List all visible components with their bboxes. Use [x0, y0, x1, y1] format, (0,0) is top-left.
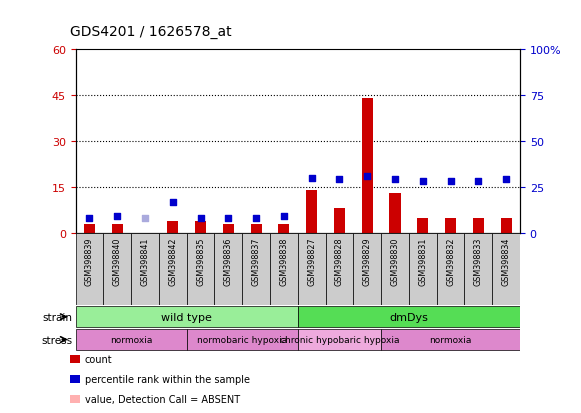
Point: [307, 175, 316, 182]
Text: value, Detection Call = ABSENT: value, Detection Call = ABSENT: [85, 394, 240, 404]
Point: [335, 177, 344, 183]
Text: GSM398832: GSM398832: [446, 237, 455, 285]
Bar: [167, 221, 178, 233]
Bar: [306, 190, 317, 233]
Point: [474, 178, 483, 185]
Text: GSM398834: GSM398834: [501, 237, 511, 285]
Text: GSM398836: GSM398836: [224, 237, 233, 285]
Text: stress: stress: [41, 335, 73, 345]
Bar: [381, 330, 520, 350]
Bar: [214, 233, 242, 306]
Bar: [298, 307, 520, 327]
Text: percentile rank within the sample: percentile rank within the sample: [85, 374, 250, 384]
Bar: [250, 224, 261, 233]
Bar: [325, 233, 353, 306]
Text: normoxia: normoxia: [110, 335, 152, 344]
Bar: [84, 224, 95, 233]
Text: GSM398827: GSM398827: [307, 237, 316, 285]
Bar: [381, 233, 409, 306]
Text: GDS4201 / 1626578_at: GDS4201 / 1626578_at: [70, 25, 231, 39]
Bar: [409, 233, 437, 306]
Text: count: count: [85, 354, 113, 364]
Bar: [131, 233, 159, 306]
Bar: [298, 233, 325, 306]
Bar: [445, 218, 456, 233]
Text: chronic hypobaric hypoxia: chronic hypobaric hypoxia: [279, 335, 399, 344]
Text: GSM398828: GSM398828: [335, 237, 344, 285]
Text: GSM398839: GSM398839: [85, 237, 94, 285]
Bar: [270, 233, 298, 306]
Bar: [492, 233, 520, 306]
Bar: [334, 209, 345, 233]
Point: [252, 215, 261, 222]
Text: GSM398842: GSM398842: [168, 237, 177, 285]
Text: GSM398841: GSM398841: [141, 237, 149, 285]
Point: [85, 215, 94, 222]
Text: GSM398833: GSM398833: [474, 237, 483, 285]
Point: [418, 178, 428, 185]
Bar: [473, 218, 484, 233]
Point: [501, 177, 511, 183]
Bar: [242, 233, 270, 306]
Bar: [187, 330, 298, 350]
Bar: [195, 221, 206, 233]
Text: GSM398835: GSM398835: [196, 237, 205, 285]
Bar: [464, 233, 492, 306]
Point: [279, 214, 289, 220]
Bar: [361, 99, 373, 233]
Point: [196, 215, 205, 222]
Text: dmDys: dmDys: [389, 312, 428, 322]
Point: [113, 214, 122, 220]
Text: GSM398838: GSM398838: [279, 237, 288, 285]
Point: [141, 215, 150, 222]
Text: GSM398831: GSM398831: [418, 237, 427, 285]
Point: [224, 215, 233, 222]
Text: GSM398837: GSM398837: [252, 237, 261, 285]
Bar: [417, 218, 428, 233]
Bar: [112, 224, 123, 233]
Point: [363, 173, 372, 180]
Bar: [76, 233, 103, 306]
Text: GSM398829: GSM398829: [363, 237, 372, 285]
Bar: [76, 330, 187, 350]
Text: normoxia: normoxia: [429, 335, 472, 344]
Point: [168, 199, 177, 205]
Bar: [298, 330, 381, 350]
Text: GSM398840: GSM398840: [113, 237, 121, 285]
Point: [446, 178, 455, 185]
Bar: [501, 218, 512, 233]
Bar: [103, 233, 131, 306]
Text: strain: strain: [42, 312, 73, 322]
Bar: [187, 233, 214, 306]
Point: [390, 177, 400, 183]
Bar: [278, 224, 289, 233]
Bar: [389, 194, 400, 233]
Bar: [76, 307, 298, 327]
Text: wild type: wild type: [161, 312, 212, 322]
Text: normobaric hypoxia: normobaric hypoxia: [197, 335, 288, 344]
Bar: [159, 233, 187, 306]
Bar: [437, 233, 464, 306]
Text: GSM398830: GSM398830: [390, 237, 400, 285]
Bar: [223, 224, 234, 233]
Bar: [353, 233, 381, 306]
